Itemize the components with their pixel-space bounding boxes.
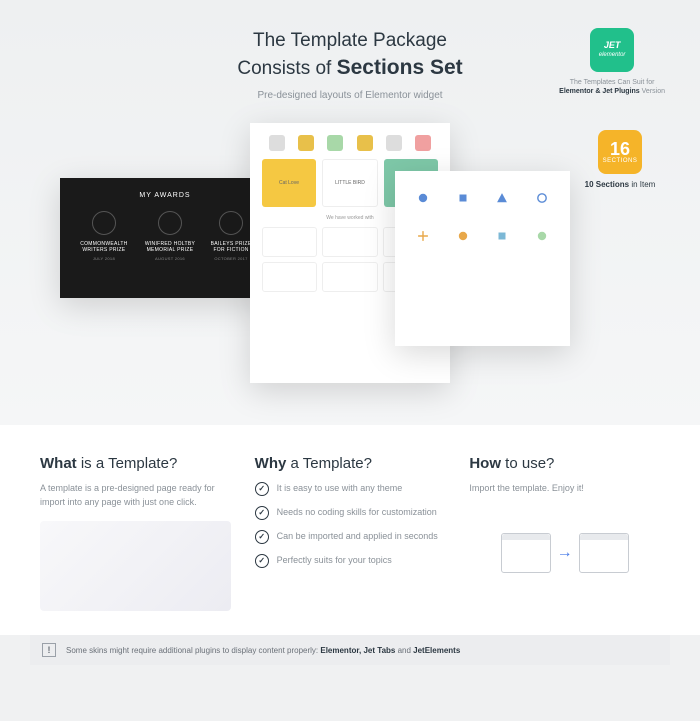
jet-text2: Elementor & Jet Plugins: [559, 88, 640, 95]
title-line-1: The Template Package: [253, 30, 447, 51]
why-item-text: Can be imported and applied in seconds: [277, 530, 438, 543]
partner-cell: [262, 227, 317, 257]
notice-b2: JetElements: [413, 646, 460, 655]
brand-cell: [447, 183, 479, 213]
check-icon: [255, 530, 269, 544]
why-item-text: Needs no coding skills for customization: [277, 506, 437, 519]
how-title: How to use?: [469, 455, 660, 472]
why-item: Can be imported and applied in seconds: [255, 530, 446, 544]
award-name: WINIFRED HOLTBY MEMORIAL PRIZE: [136, 241, 204, 253]
brand-cell: [487, 221, 519, 251]
brand-cell: [487, 183, 519, 213]
awards-title: MY AWARDS: [72, 192, 258, 199]
award-item: WINIFRED HOLTBY MEMORIAL PRIZE AUGUST 201…: [136, 211, 204, 261]
brand-cell: [526, 183, 558, 213]
awards-row: COMMONWEALTH WRITERS PRIZE JULY 2018 WINI…: [72, 211, 258, 261]
how-title-b: How: [469, 455, 501, 472]
tile: Cat Love: [262, 159, 316, 207]
window-icon: [579, 533, 629, 573]
jet-text3: Version: [640, 88, 665, 95]
notice-bar: ! Some skins might require additional pl…: [30, 635, 670, 665]
brand-cell: [407, 221, 439, 251]
tile: LITTLE BIRD: [322, 159, 378, 207]
what-text: A template is a pre-designed page ready …: [40, 482, 231, 509]
notice-t1: Some skins might require additional plug…: [66, 646, 320, 655]
what-title: What is a Template?: [40, 455, 231, 472]
notice-b1: Elementor, Jet Tabs: [320, 646, 395, 655]
why-title: Why a Template?: [255, 455, 446, 472]
notice-text: Some skins might require additional plug…: [66, 646, 460, 655]
logo-icon: [415, 135, 431, 151]
logo-icon: [269, 135, 285, 151]
what-column: What is a Template? A template is a pre-…: [40, 455, 231, 611]
why-title-b: Why: [255, 455, 287, 472]
mockup-awards-card: MY AWARDS COMMONWEALTH WRITERS PRIZE JULY…: [60, 178, 270, 298]
brand-grid: [407, 183, 558, 251]
brand-cell: [526, 221, 558, 251]
logo-icon: [386, 135, 402, 151]
partner-cell: [262, 262, 317, 292]
jet-label: JET: [604, 40, 621, 50]
jet-sublabel: elementor: [599, 52, 626, 58]
award-year: JULY 2018: [72, 256, 136, 261]
jet-badge-box: JET elementor The Templates Can Suit for …: [559, 28, 665, 96]
logo-row: [262, 135, 438, 151]
jet-badge-text: The Templates Can Suit for Elementor & J…: [559, 78, 665, 96]
award-item: COMMONWEALTH WRITERS PRIZE JULY 2018: [72, 211, 136, 261]
why-title-r: a Template?: [286, 455, 372, 472]
how-column: How to use? Import the template. Enjoy i…: [469, 455, 660, 611]
partner-cell: [322, 227, 377, 257]
check-icon: [255, 482, 269, 496]
logo-icon: [357, 135, 373, 151]
exclamation-icon: !: [42, 643, 56, 657]
title-line-2a: Consists of: [237, 58, 336, 79]
award-icon: [92, 211, 116, 235]
arrow-icon: →: [557, 544, 573, 562]
what-title-b: What: [40, 455, 77, 472]
check-icon: [255, 506, 269, 520]
award-year: AUGUST 2016: [136, 256, 204, 261]
why-list: It is easy to use with any theme Needs n…: [255, 482, 446, 568]
why-item: It is easy to use with any theme: [255, 482, 446, 496]
what-title-r: is a Template?: [77, 455, 178, 472]
why-item-text: It is easy to use with any theme: [277, 482, 403, 495]
hero-section: The Template Package Consists of Section…: [0, 0, 700, 425]
how-title-r: to use?: [501, 455, 554, 472]
why-column: Why a Template? It is easy to use with a…: [255, 455, 446, 611]
jet-text1: The Templates Can Suit for: [570, 79, 655, 86]
notice-t2: and: [395, 646, 413, 655]
jet-badge-icon: JET elementor: [590, 28, 634, 72]
award-icon: [158, 211, 182, 235]
window-icon: [501, 533, 551, 573]
logo-icon: [327, 135, 343, 151]
partner-cell: [322, 262, 377, 292]
title-line-2b: Sections Set: [337, 56, 463, 79]
brand-cell: [407, 183, 439, 213]
why-item-text: Perfectly suits for your topics: [277, 554, 392, 567]
how-text: Import the template. Enjoy it!: [469, 482, 660, 496]
how-illustration: →: [469, 508, 660, 598]
award-icon: [219, 211, 243, 235]
mockups-area: MY AWARDS COMMONWEALTH WRITERS PRIZE JULY…: [30, 123, 670, 403]
logo-icon: [298, 135, 314, 151]
what-illustration: [40, 521, 231, 611]
why-item: Needs no coding skills for customization: [255, 506, 446, 520]
why-item: Perfectly suits for your topics: [255, 554, 446, 568]
info-section: What is a Template? A template is a pre-…: [0, 425, 700, 635]
mockup-right-card: [395, 171, 570, 346]
brand-cell: [447, 221, 479, 251]
check-icon: [255, 554, 269, 568]
award-name: COMMONWEALTH WRITERS PRIZE: [72, 241, 136, 253]
